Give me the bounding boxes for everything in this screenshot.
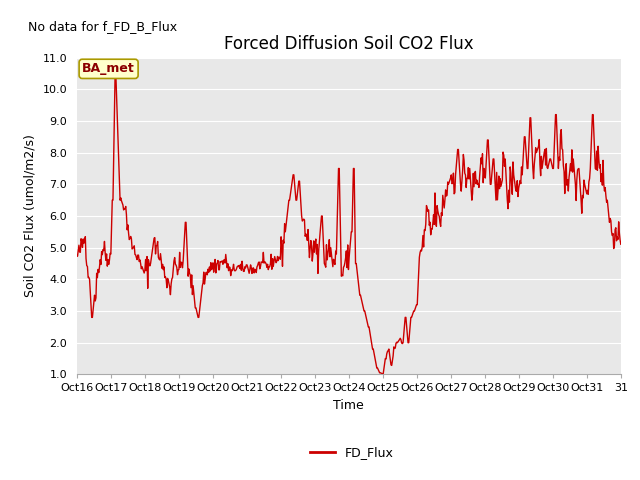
Y-axis label: Soil CO2 Flux (umol/m2/s): Soil CO2 Flux (umol/m2/s): [24, 134, 37, 298]
X-axis label: Time: Time: [333, 399, 364, 412]
Legend: FD_Flux: FD_Flux: [305, 441, 399, 464]
Text: BA_met: BA_met: [82, 62, 135, 75]
Title: Forced Diffusion Soil CO2 Flux: Forced Diffusion Soil CO2 Flux: [224, 35, 474, 53]
Text: No data for f_FD_B_Flux: No data for f_FD_B_Flux: [28, 20, 177, 33]
